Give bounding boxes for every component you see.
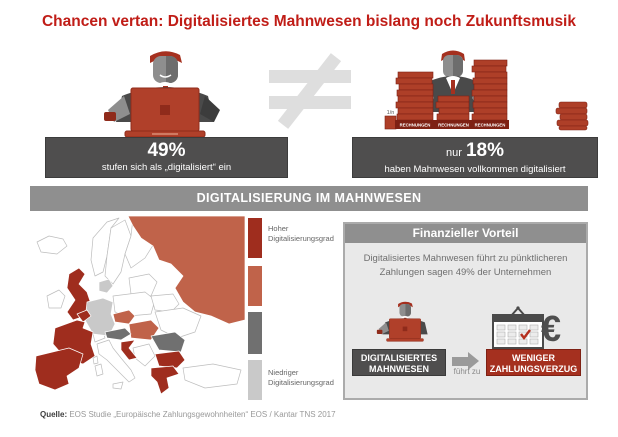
to-label: WENIGER ZAHLUNGSVERZUG (486, 349, 581, 376)
from-label: DIGITALISIERTES MAHNWESEN (352, 349, 446, 376)
stat-value: 49% (147, 140, 186, 161)
map-country-germany (84, 297, 116, 337)
map-country-greece (150, 365, 180, 395)
mini-stack-label: 1/n (387, 110, 395, 116)
map-country-croatia (120, 339, 138, 361)
map-country-bulgaria (154, 350, 186, 369)
legend-swatch-mid-low (248, 312, 262, 354)
check-icon (520, 329, 531, 340)
page-title: Chancen vertan: Digitalisiertes Mahnwese… (41, 13, 576, 30)
map-country-corsica (92, 355, 99, 365)
map-country-iberia (34, 347, 84, 391)
arrow-right-icon (452, 352, 480, 371)
panel-body-line1: Digitalisiertes Mahnwesen führt zu pünkt… (363, 253, 568, 264)
map-country-sardinia (94, 363, 104, 377)
panel-body-line2: Zahlungen sagen 49% der Unternehmen (379, 266, 552, 278)
source-line: Quelle: EOS Studie „Europäische Zahlungs… (40, 410, 336, 419)
person-at-laptop-icon (376, 301, 428, 342)
map-country-iceland (36, 235, 68, 255)
financial-benefit-panel: Finanzieller Vorteil Digitalisiertes Mah… (343, 222, 588, 400)
invoice-stack-badge: RECHNUNGEN (438, 123, 469, 128)
map-country-czechia (112, 309, 136, 325)
map-country-austria (104, 327, 132, 341)
map-country-sweden (104, 219, 132, 285)
invoice-stack-badge: RECHNUNGEN (475, 123, 506, 128)
invoice-stack (471, 59, 508, 121)
map-country-slovakia-hungary (128, 319, 160, 341)
euro-icon: € (541, 308, 562, 349)
invoice-stacks-icon: 1/n RECHNUNGEN RECHNUNGEN RECHNUNGEN (384, 50, 589, 131)
not-equal-icon (266, 53, 356, 129)
map-country-romania (150, 331, 186, 353)
invoice-pile (555, 101, 589, 131)
panel-body-text: Digitalisiertes Mahnwesen führt zu pünkt… (345, 252, 586, 280)
map-country-ukraine (154, 307, 202, 339)
map-country-italy (96, 339, 136, 383)
legend-swatch-high (248, 218, 262, 258)
legend-label-high: Hoher Digitalisierungsgrad (268, 224, 334, 243)
stat-value: 18% (465, 140, 504, 161)
europe-map (34, 216, 245, 395)
stat-box-vollkommen-digitalisiert: nur 18% haben Mahnwesen vollkommen digita… (352, 137, 598, 178)
map-country-ireland (46, 289, 66, 309)
legend-swatch-mid-high (248, 266, 262, 306)
map-country-sicily (112, 381, 124, 390)
invoice-stack (395, 71, 434, 121)
source-label: Quelle: (40, 410, 68, 419)
source-text: EOS Studie „Europäische Zahlungsgewohnhe… (67, 410, 336, 419)
stat-box-digitalisiert: 49% stufen sich als „digitalisiert“ ein (45, 137, 288, 178)
stat-caption: haben Mahnwesen vollkommen digitalisiert (384, 164, 566, 175)
map-country-russia (127, 216, 245, 325)
section-banner: DIGITALISIERUNG IM MAHNWESEN (30, 186, 588, 211)
map-country-turkey (182, 363, 242, 389)
legend-label-low: Niedriger Digitalisierungsgrad (268, 368, 334, 387)
map-country-baltics (128, 273, 158, 297)
person-at-laptop-icon (104, 51, 220, 138)
panel-title: Finanzieller Vorteil (345, 224, 586, 243)
map-country-belgium (76, 309, 92, 323)
map-country-belarus (150, 293, 180, 313)
legend-swatch-low (248, 360, 262, 400)
stat-prefix: nur (446, 147, 462, 159)
calendar-icon (492, 306, 544, 349)
map-country-balkan (132, 343, 156, 367)
map-country-denmark (98, 278, 114, 294)
arrow-caption: führt zu (453, 367, 481, 376)
invoice-stack-badge: RECHNUNGEN (400, 123, 431, 128)
stat-caption: stufen sich als „digitalisiert“ ein (101, 162, 232, 173)
invoice-stack (435, 95, 470, 121)
map-country-poland (112, 291, 156, 317)
